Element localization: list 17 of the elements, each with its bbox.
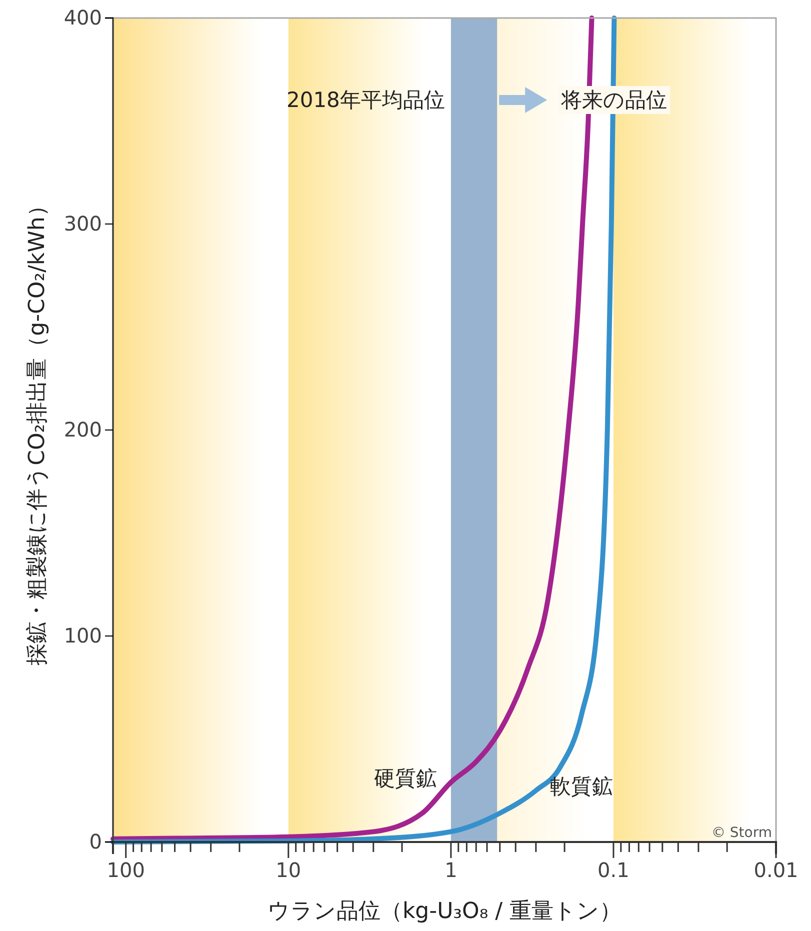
x-tick-label: 1 bbox=[444, 858, 458, 882]
x-tick-label: 0.1 bbox=[598, 858, 630, 882]
annotation: © Storm bbox=[711, 825, 772, 841]
y-tick-label: 300 bbox=[64, 211, 102, 236]
y-axis-title: 採鉱・粗製錬に伴うCO₂排出量（g-CO₂/kWh） bbox=[25, 194, 50, 666]
x-tick-label: 100 bbox=[106, 858, 145, 882]
y-tick-label: 400 bbox=[64, 5, 102, 30]
x-axis-title: ウラン品位（kg-U₃O₈ / 重量トン） bbox=[267, 899, 622, 924]
y-tick-label: 200 bbox=[64, 417, 102, 442]
x-tick-label: 10 bbox=[276, 858, 302, 882]
x-tick-label: 0.01 bbox=[754, 858, 798, 882]
y-tick-label: 0 bbox=[89, 829, 102, 854]
band-label: 2018年平均品位 bbox=[286, 88, 445, 112]
series-label: 軟質鉱 bbox=[550, 774, 613, 798]
series-label: 硬質鉱 bbox=[374, 766, 437, 790]
annotation: 将来の品位 bbox=[560, 88, 668, 112]
y-tick-label: 100 bbox=[64, 623, 102, 648]
